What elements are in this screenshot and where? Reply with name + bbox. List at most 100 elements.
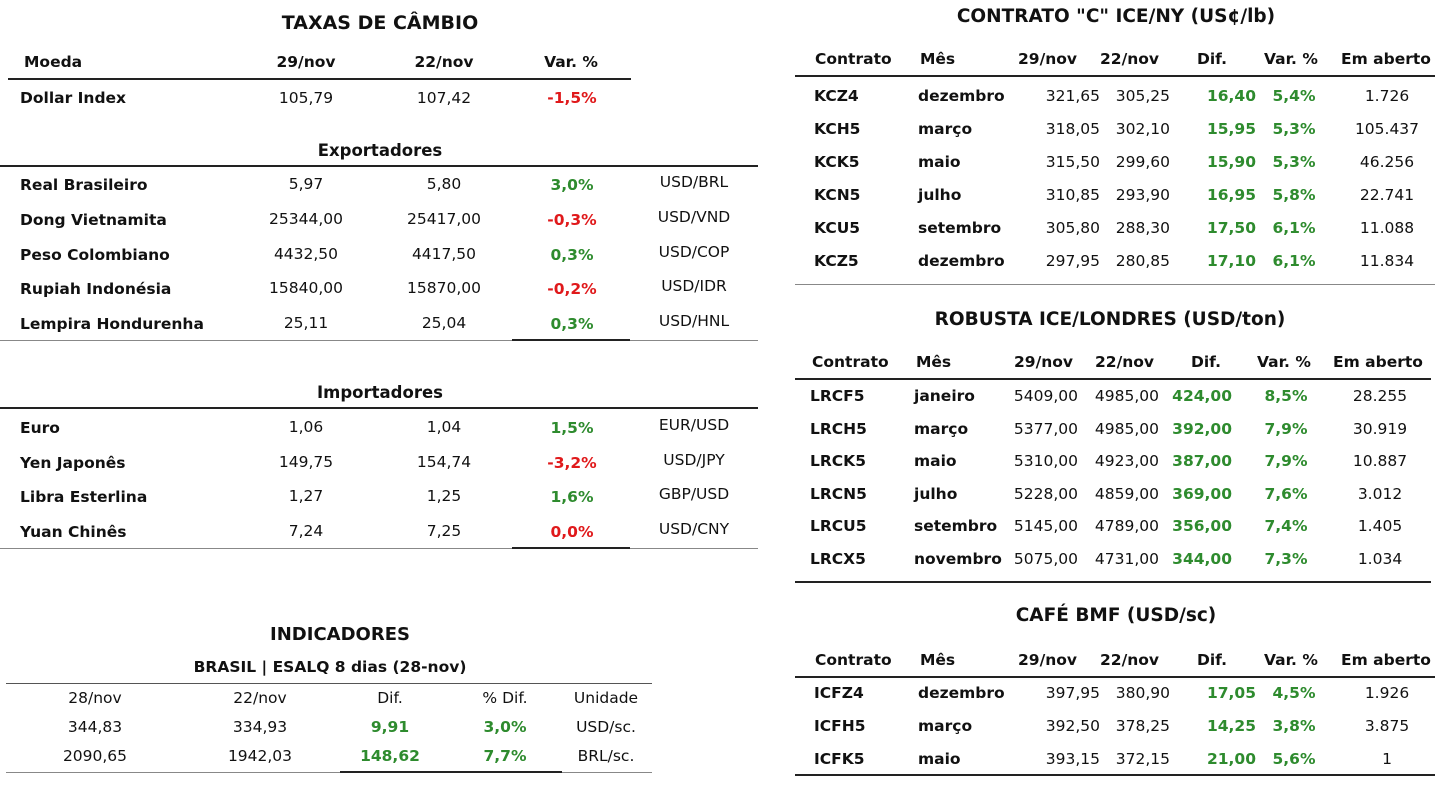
fx-row-name: Libra Esterlina [20, 488, 148, 506]
fx-row-name: Lempira Hondurenha [20, 315, 204, 333]
robusta-row-month: novembro [914, 550, 1002, 568]
dollar-index-name: Dollar Index [20, 89, 127, 107]
cafe_bmf-header: Dif. [1197, 651, 1227, 669]
indicadores-cell-pct: 7,7% [483, 747, 527, 765]
contrato_c-row-var: 6,1% [1272, 219, 1316, 237]
contrato_c-row-month: setembro [918, 219, 1002, 237]
cafe_bmf-header: Em aberto [1341, 651, 1431, 669]
fx-header-rule [8, 78, 631, 80]
fx-row-var: 1,6% [550, 488, 594, 506]
fx-row-v1: 1,27 [288, 487, 324, 505]
contrato_c-row-v2: 299,60 [1115, 153, 1170, 171]
cafe_bmf-row-dif: 21,00 [1206, 750, 1256, 768]
robusta-row-open: 30.919 [1352, 419, 1408, 438]
importadores-var-underline [512, 547, 630, 549]
indicadores-header: Dif. [377, 689, 403, 707]
robusta-row-v1: 5075,00 [1013, 550, 1078, 568]
cafe_bmf-title: CAFÉ BMF (USD/sc) [1015, 605, 1217, 626]
fx-row-pair: USD/CNY [658, 520, 730, 538]
fx-header-var: Var. % [544, 53, 598, 71]
cafe_bmf-row-code: ICFH5 [814, 717, 866, 735]
fx-row-pair: USD/JPY [663, 451, 725, 469]
robusta-row-open: 10.887 [1352, 452, 1408, 471]
contrato_c-row-month: dezembro [918, 252, 1005, 270]
robusta-row-v1: 5310,00 [1013, 452, 1078, 471]
robusta-row-open: 28.255 [1352, 387, 1408, 405]
robusta-row-dif: 392,00 [1172, 419, 1232, 438]
cafe_bmf-row-open: 1.926 [1364, 684, 1410, 702]
indicadores-dif-underline [340, 771, 562, 773]
contrato_c-title: CONTRATO "C" ICE/NY (US¢/lb) [956, 6, 1276, 27]
dollar-index-var: -1,5% [547, 89, 597, 107]
fx-row-name: Yuan Chinês [20, 523, 127, 541]
contrato_c-row-dif: 15,95 [1206, 120, 1256, 138]
robusta-row-v1: 5145,00 [1013, 517, 1078, 536]
contrato_c-row-open: 46.256 [1359, 153, 1415, 171]
cafe_bmf-row-month: março [918, 717, 973, 735]
fx-header-d2: 22/nov [414, 53, 474, 71]
indicadores-cell-v2: 1942,03 [227, 747, 293, 765]
fx-row-v2: 5,80 [426, 175, 462, 193]
contrato_c-row-var: 6,1% [1272, 252, 1316, 270]
indicadores-cell-v1: 344,83 [67, 718, 123, 736]
contrato_c-row-v1: 321,65 [1045, 87, 1100, 105]
contrato_c-row-dif: 16,95 [1206, 186, 1256, 204]
fx-row-v1: 5,97 [288, 175, 324, 193]
contrato_c-header: Dif. [1197, 50, 1227, 68]
contrato_c-header: Em aberto [1341, 50, 1431, 68]
cafe_bmf-row-v1: 393,15 [1045, 750, 1100, 768]
robusta-row-v2: 4789,00 [1094, 517, 1159, 536]
contrato_c-row-v1: 305,80 [1045, 219, 1100, 237]
robusta-row-month: maio [914, 452, 957, 471]
indicadores-cell-pct: 3,0% [483, 718, 527, 736]
fx-row-pair: USD/VND [657, 208, 731, 226]
contrato_c-row-var: 5,8% [1272, 186, 1316, 204]
contrato_c-header: 22/nov [1100, 50, 1160, 68]
cafe_bmf-bottom-rule [795, 774, 1435, 776]
fx-row-var: 0,0% [550, 523, 594, 541]
fx-row-v1: 15840,00 [269, 279, 343, 297]
fx-row-v1: 7,24 [288, 522, 324, 540]
indicadores-cell-v1: 2090,65 [62, 747, 128, 765]
contrato_c-row-var: 5,4% [1272, 87, 1316, 105]
fx-row-v2: 15870,00 [407, 279, 481, 297]
robusta-row-open: 1.405 [1357, 517, 1403, 536]
dollar-index-v1: 105,79 [278, 89, 334, 107]
indicadores-cell-unit: USD/sc. [576, 718, 636, 736]
contrato_c-row-v1: 310,85 [1045, 186, 1100, 204]
robusta-row-v1: 5377,00 [1013, 419, 1078, 438]
robusta-header-rule [795, 378, 1431, 380]
contrato_c-row-code: KCZ5 [814, 252, 859, 270]
cafe_bmf-row-v2: 372,15 [1115, 750, 1170, 768]
indicadores-subtitle: BRASIL | ESALQ 8 dias (28-nov) [193, 658, 467, 676]
fx-row-v1: 4432,50 [273, 245, 339, 263]
robusta-row-open: 3.012 [1357, 484, 1403, 503]
contrato_c-row-v2: 288,30 [1115, 219, 1170, 237]
contrato_c-row-code: KCK5 [814, 153, 860, 171]
contrato_c-header: Contrato [815, 50, 892, 68]
robusta-row-month: março [914, 419, 969, 438]
fx-row-name: Euro [20, 419, 60, 437]
indicadores-header: % Dif. [482, 689, 528, 707]
robusta-bottom-rule [795, 581, 1431, 583]
exportadores-var-underline [512, 339, 630, 341]
cafe_bmf-row-code: ICFZ4 [814, 684, 864, 702]
indicadores-cell-v2: 334,93 [232, 718, 288, 736]
contrato_c-row-open: 11.088 [1359, 219, 1415, 237]
robusta-row-var: 7,9% [1264, 419, 1308, 438]
robusta-row-v1: 5228,00 [1013, 484, 1078, 503]
contrato_c-row-month: março [918, 120, 973, 138]
robusta-row-var: 7,4% [1264, 517, 1308, 536]
fx-row-var: 3,0% [550, 176, 594, 194]
fx-row-v1: 149,75 [278, 453, 334, 471]
robusta-header: Dif. [1191, 353, 1221, 371]
contrato_c-row-dif: 17,50 [1206, 219, 1256, 237]
cafe_bmf-header: 22/nov [1100, 651, 1160, 669]
robusta-row-month: janeiro [914, 387, 975, 405]
robusta-row-v2: 4985,00 [1094, 419, 1159, 438]
robusta-row-month: julho [914, 484, 958, 503]
robusta-row-code: LRCK5 [810, 452, 866, 471]
fx-row-v1: 25344,00 [269, 210, 343, 228]
cafe_bmf-row-var: 3,8% [1272, 717, 1316, 735]
contrato_c-row-v2: 280,85 [1115, 252, 1170, 270]
